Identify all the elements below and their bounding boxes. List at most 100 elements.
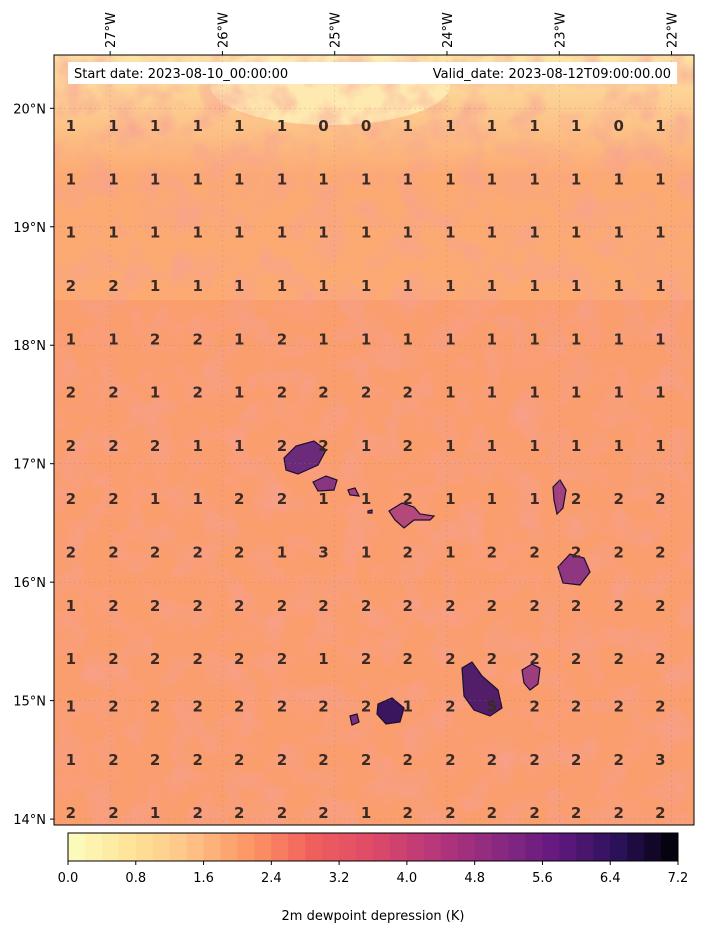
grid-value-label: 1 (361, 224, 371, 242)
colorbar-tick-label: 4.8 (464, 871, 485, 886)
grid-value-label: 2 (108, 490, 118, 508)
grid-value-label: 1 (234, 117, 244, 135)
colorbar-band (220, 833, 238, 861)
grid-value-label: 1 (445, 384, 455, 402)
grid-value-label: 5 (487, 698, 497, 716)
colorbar-tick-label: 6.4 (600, 871, 621, 886)
grid-value-label: 1 (150, 490, 160, 508)
grid-value-label: 2 (445, 698, 455, 716)
grid-value-label: 2 (150, 698, 160, 716)
grid-value-label: 2 (108, 751, 118, 769)
colorbar-band (339, 833, 357, 861)
colorbar-band (186, 833, 205, 861)
grid-value-label: 1 (150, 224, 160, 242)
grid-value-label: 2 (108, 804, 118, 822)
grid-value-label: 2 (571, 650, 581, 668)
grid-value-label: 2 (150, 437, 160, 455)
grid-value-label: 1 (614, 277, 624, 295)
grid-value-label: 2 (234, 544, 244, 562)
grid-value-label: 1 (487, 437, 497, 455)
colorbar-band (440, 833, 459, 861)
grid-value-label: 2 (614, 698, 624, 716)
grid-value-label: 1 (571, 170, 581, 188)
grid-value-label: 1 (614, 330, 624, 348)
grid-value-label: 2 (655, 490, 665, 508)
grid-value-label: 1 (66, 698, 76, 716)
grid-value-label: 1 (487, 384, 497, 402)
lat-tick-label: 18°N (13, 339, 46, 354)
colorbar-band (627, 833, 645, 861)
grid-value-label: 1 (402, 170, 412, 188)
grid-value-label: 2 (571, 490, 581, 508)
island-santo-antao (283, 440, 327, 475)
grid-value-label: 1 (108, 170, 118, 188)
grid-value-label: 2 (150, 751, 160, 769)
grid-value-label: 1 (445, 330, 455, 348)
grid-value-label: 1 (402, 330, 412, 348)
grid-value-label: 2 (402, 597, 412, 615)
grid-value-label: 2 (361, 650, 371, 668)
colorbar-band (661, 833, 679, 861)
grid-value-label: 2 (529, 597, 539, 615)
grid-value-label: 1 (445, 437, 455, 455)
colorbar-band (254, 833, 272, 861)
grid-value-label: 2 (277, 751, 287, 769)
grid-value-label: 2 (361, 597, 371, 615)
grid-value-label: 1 (361, 544, 371, 562)
grid-value-label: 2 (66, 544, 76, 562)
grid-value-label: 2 (614, 804, 624, 822)
grid-value-label: 2 (571, 544, 581, 562)
grid-value-label: 1 (66, 170, 76, 188)
grid-value-label: 1 (277, 224, 287, 242)
colorbar-band (491, 833, 510, 861)
grid-value-label: 1 (655, 170, 665, 188)
grid-value-label: 2 (234, 650, 244, 668)
colorbar-band (373, 833, 391, 861)
colorbar: 0.0 0.8 1.6 2.4 3.2 4.0 4.8 5.6 6.4 7.2 2m dewpoi… (58, 832, 688, 924)
lon-tick-label: 24°W (441, 12, 456, 48)
colorbar-tick-label: 3.2 (329, 871, 350, 886)
grid-value-label: 2 (150, 650, 160, 668)
grid-value-label: 1 (655, 384, 665, 402)
valid-date-label: Valid_date: 2023-08-12T09:00:00.00 (433, 67, 671, 82)
grid-value-label: 2 (614, 751, 624, 769)
grid-value-label: 1 (318, 650, 328, 668)
island-sao-nicolau (388, 502, 436, 529)
grid-value-label: 2 (66, 804, 76, 822)
grid-value-label: 2 (402, 437, 412, 455)
grid-value-label: 1 (193, 117, 203, 135)
grid-value-label: 2 (108, 597, 118, 615)
island-brava (349, 713, 360, 726)
grid-value-label: 1 (655, 330, 665, 348)
grid-value-label: 0 (614, 117, 624, 135)
lat-tick-label: 17°N (13, 458, 46, 473)
grid-value-label: 2 (318, 384, 328, 402)
grid-value-label: 2 (655, 804, 665, 822)
grid-value-label: 2 (66, 437, 76, 455)
grid-value-label: 1 (487, 330, 497, 348)
grid-value-label: 1 (655, 117, 665, 135)
grid-value-label: 1 (445, 490, 455, 508)
grid-value-label: 1 (529, 437, 539, 455)
grid-value-label: 1 (277, 544, 287, 562)
grid-value-label: 1 (402, 698, 412, 716)
grid-value-label: 1 (193, 277, 203, 295)
grid-value-label: 2 (318, 437, 328, 455)
colorbar-band (525, 833, 543, 861)
grid-value-label: 2 (445, 650, 455, 668)
colorbar-band (169, 833, 188, 861)
colorbar-tick-label: 4.0 (397, 871, 418, 886)
grid-value-label: 1 (487, 224, 497, 242)
grid-value-label: 1 (529, 117, 539, 135)
grid-value-label: 2 (150, 597, 160, 615)
grid-value-label: 2 (108, 277, 118, 295)
colorbar-label: 2m dewpoint depression (K) (282, 909, 465, 924)
grid-value-label: 1 (571, 117, 581, 135)
grid-value-label: 2 (234, 751, 244, 769)
grid-value-label: 2 (361, 384, 371, 402)
grid-value-label: 2 (361, 751, 371, 769)
colorbar-band (542, 833, 560, 861)
start-date-label: Start date: 2023-08-10_00:00:00 (74, 67, 288, 82)
colorbar-band (406, 833, 425, 861)
grid-value-label: 1 (361, 330, 371, 348)
